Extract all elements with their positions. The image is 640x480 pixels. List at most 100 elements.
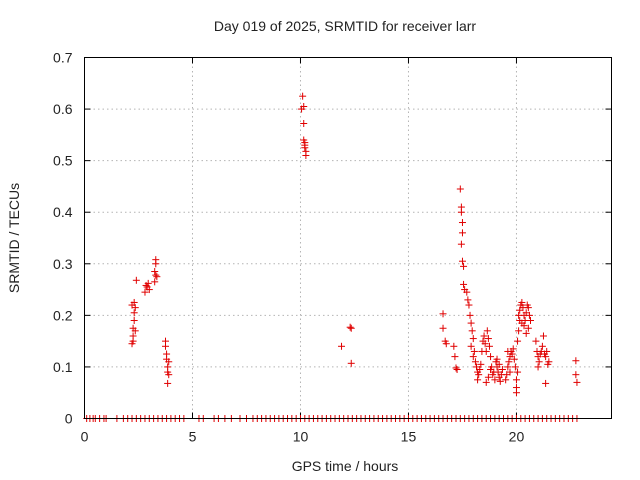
data-point (572, 371, 580, 379)
data-point (525, 311, 533, 319)
data-point (515, 327, 523, 335)
data-point (470, 347, 478, 355)
data-point (484, 335, 492, 343)
data-point (452, 364, 460, 372)
data-point (129, 337, 137, 345)
data-point (442, 340, 450, 348)
data-point (466, 311, 474, 319)
data-point (483, 327, 491, 335)
data-point (484, 373, 492, 381)
x-tick-label: 20 (509, 429, 525, 445)
data-point (527, 317, 535, 325)
data-point (346, 323, 354, 331)
data-point (453, 366, 461, 374)
y-axis-label: SRMTID / TECUs (6, 183, 22, 293)
data-point (572, 357, 580, 365)
data-point (467, 319, 475, 327)
data-point (151, 278, 159, 286)
y-tick-label: 0.2 (53, 307, 73, 323)
data-point (510, 355, 518, 363)
data-point (524, 304, 532, 312)
data-point (145, 286, 153, 294)
data-point (477, 360, 485, 368)
data-point (542, 353, 550, 361)
data-point (302, 151, 310, 159)
x-tick-label: 10 (293, 429, 309, 445)
data-point (474, 376, 482, 384)
data-point (514, 368, 522, 376)
data-point (573, 378, 581, 386)
data-point (475, 371, 483, 379)
data-point (512, 376, 520, 384)
chart-title: Day 019 of 2025, SRMTID for receiver lar… (214, 18, 477, 34)
data-point (543, 347, 551, 355)
data-point (482, 347, 490, 355)
data-point (491, 376, 499, 384)
y-axis-ticks: 0 0.1 0.2 0.3 0.4 0.5 0.6 0.7 (53, 50, 612, 427)
x-tick-label: 0 (81, 429, 89, 445)
y-tick-label: 0 (65, 411, 73, 427)
data-point (450, 342, 458, 350)
data-point (465, 301, 473, 309)
data-point (514, 337, 522, 345)
data-point (457, 208, 465, 216)
data-point (495, 360, 503, 368)
x-tick-label: 5 (189, 429, 197, 445)
data-points (83, 92, 581, 422)
data-point (493, 355, 501, 363)
data-point (141, 288, 149, 296)
data-point (467, 342, 475, 350)
data-point (439, 324, 447, 332)
data-point (480, 332, 488, 340)
data-point (505, 358, 513, 366)
data-point (496, 377, 504, 385)
plot-frame (84, 57, 612, 419)
data-point (487, 366, 495, 374)
data-point (460, 262, 468, 270)
data-point (338, 342, 346, 350)
data-point (508, 350, 516, 358)
data-point (347, 359, 355, 367)
data-point (469, 335, 477, 343)
data-point (518, 319, 526, 327)
data-point (542, 379, 550, 387)
data-point (538, 342, 546, 350)
data-point (485, 342, 493, 350)
data-point (460, 280, 468, 288)
data-point (130, 309, 138, 317)
data-point (534, 363, 542, 371)
x-axis-label: GPS time / hours (292, 458, 399, 474)
data-point (152, 256, 160, 264)
data-point (347, 324, 355, 332)
data-point (535, 358, 543, 366)
data-point (451, 353, 459, 361)
y-tick-label: 0.5 (53, 153, 73, 169)
data-point (161, 337, 169, 345)
data-point (132, 276, 140, 284)
x-axis-ticks: 0 5 10 15 20 (81, 57, 525, 445)
data-point (164, 379, 172, 387)
data-point (458, 229, 466, 237)
data-point (165, 371, 173, 379)
data-point (502, 376, 510, 384)
data-point (476, 366, 484, 374)
data-point (487, 353, 495, 361)
data-point (498, 366, 506, 374)
data-point (128, 301, 136, 309)
data-point (509, 345, 517, 353)
data-point (532, 337, 540, 345)
data-point (300, 120, 308, 128)
x-tick-label: 15 (401, 429, 417, 445)
gridlines (84, 57, 612, 419)
data-point (458, 219, 466, 227)
data-point (482, 378, 490, 386)
data-point (142, 281, 150, 289)
data-point (524, 324, 532, 332)
data-point (511, 363, 519, 371)
data-point (504, 347, 512, 355)
data-point (512, 384, 520, 392)
data-point (456, 185, 464, 193)
y-tick-label: 0.6 (53, 101, 73, 117)
data-point (469, 353, 477, 361)
